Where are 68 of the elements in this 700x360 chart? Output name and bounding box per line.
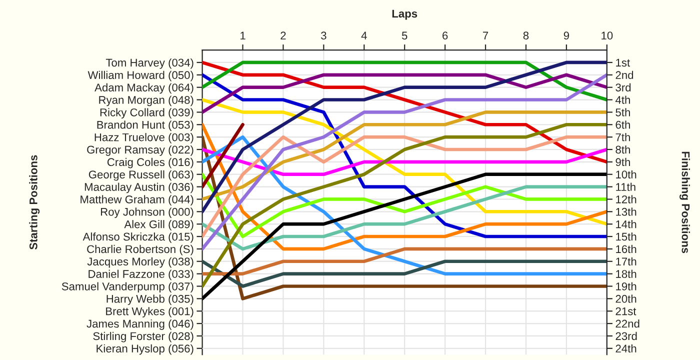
series-label: Jacques Morley (038) [87, 257, 194, 268]
y2-tick-label: 6th [616, 120, 630, 129]
y2-tick-label: 20th [616, 294, 636, 303]
series-label: William Howard (050) [88, 70, 194, 82]
y2-tick-label: 19th [616, 282, 636, 290]
y2-tick-label: 14th [616, 220, 636, 228]
x-tick-label: 3 [321, 32, 326, 40]
y2-axis-title: Finishing Positions [680, 152, 690, 254]
series-label: Ricky Collard (039) [100, 108, 194, 119]
series-label: Macaulay Austin (036) [84, 182, 194, 194]
y2-tick-label: 1st [616, 58, 630, 67]
line-series [202, 135, 607, 238]
y2-tick-label: 2nd [616, 70, 634, 80]
y2-tick-label: 13th [616, 208, 636, 216]
series-label: Harry Webb (035) [106, 294, 194, 305]
line-series [202, 172, 607, 238]
y2-tick-label: 21st [616, 307, 636, 316]
x-tick-label: 9 [564, 32, 570, 40]
y2-tick-label: 24th [616, 344, 636, 352]
line-series [202, 110, 607, 201]
y2-tick-label: 18th [616, 270, 636, 278]
x-tick-label: 8 [523, 32, 529, 40]
line-series [202, 172, 607, 300]
x-tick-label: 2 [280, 32, 286, 40]
series-label: Daniel Fazzone (033) [88, 270, 194, 280]
series-label: Matthew Graham (044) [80, 195, 194, 206]
x-tick-label: 6 [442, 32, 448, 40]
series-label: Charlie Robertson (S) [87, 244, 194, 256]
y2-tick-label: 11th [616, 182, 636, 191]
series-label: George Russell (063) [88, 170, 194, 181]
text: Stirling Forster (028) [93, 332, 194, 342]
y2-tick-label: 17th [616, 257, 636, 266]
y2-tick-label: 22nd [616, 319, 640, 328]
series-label: Ryan Morgan (048) [99, 96, 194, 106]
series-label: Gregor Ramsay (022) [87, 145, 194, 156]
series-label: Alfonso Skriczka (015) [82, 232, 194, 243]
text: Starting Positions [29, 155, 40, 250]
x-axis-title: Laps [392, 10, 418, 20]
y2-tick-label: 5th [616, 108, 630, 116]
series-label: Roy Johnson (000) [101, 208, 194, 218]
line-series [202, 60, 607, 214]
series-label: Craig Coles (016) [107, 158, 194, 168]
y2-tick-label: 12th [616, 195, 636, 204]
x-tick-label: 4 [361, 32, 367, 40]
series-label: Hazz Truelove (003) [94, 133, 194, 144]
x-tick-label: 7 [483, 32, 488, 40]
series-label: Alex Gill (089) [124, 220, 194, 230]
text: James Manning (046) [86, 319, 194, 330]
series-label: Adam Mackay (064) [94, 83, 194, 94]
x-tick-label: 5 [402, 32, 408, 40]
y2-tick-label: 3rd [616, 83, 631, 92]
series-label: Tom Harvey (034) [106, 58, 194, 69]
y2-tick-label: 15th [616, 232, 636, 241]
x-tick-label: 10 [602, 32, 613, 40]
y2-tick-label: 23rd [616, 332, 637, 340]
series-label: Samuel Vanderpump (037) [62, 282, 194, 293]
text: Brett Wykes (001) [106, 307, 194, 318]
line-series [202, 122, 607, 251]
y2-tick-label: 10th [616, 170, 636, 178]
y2-tick-label: 7th [616, 133, 630, 142]
series-label: Brandon Hunt (053) [97, 120, 194, 131]
text: Kieran Hyslop (056) [96, 344, 194, 355]
x-tick-label: 1 [240, 32, 246, 40]
y2-tick-label: 16th [616, 244, 636, 254]
y2-tick-label: 9th [616, 158, 630, 166]
line-series [202, 185, 607, 251]
y2-tick-label: 4th [615, 96, 630, 104]
y2-tick-label: 8th [616, 145, 630, 154]
